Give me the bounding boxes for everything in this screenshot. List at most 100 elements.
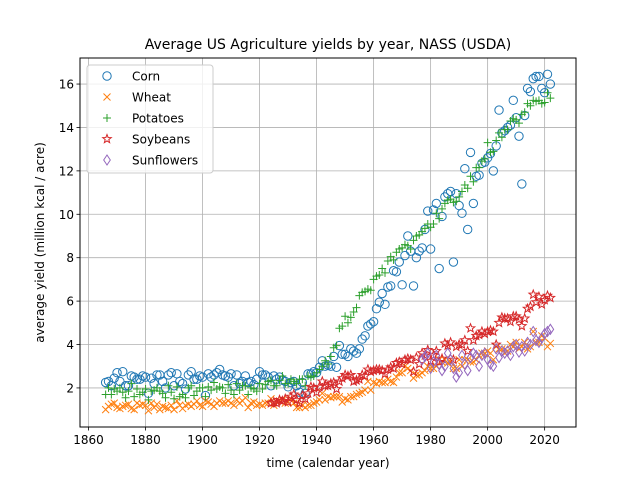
sunflowers-point <box>489 360 498 373</box>
sunflowers-point <box>509 340 518 353</box>
potatoes-point <box>383 256 392 265</box>
corn-point <box>391 267 402 277</box>
corn-point <box>525 86 536 97</box>
corn-point <box>380 299 390 310</box>
corn-point <box>166 368 176 378</box>
corn-point <box>434 263 444 274</box>
soybeans-point <box>536 298 548 310</box>
wheat-point <box>195 401 204 410</box>
wheat-point <box>130 405 139 414</box>
corn-point <box>457 208 467 218</box>
wheat-point <box>455 355 463 364</box>
potatoes-point <box>318 362 327 371</box>
x-tick-label: 2000 <box>472 433 503 447</box>
potatoes-point <box>121 393 130 402</box>
potatoes-point <box>266 376 275 385</box>
corn-point <box>517 179 527 189</box>
x-axis-label: time (calendar year) <box>266 456 389 470</box>
corn-point <box>468 198 479 209</box>
wheat-point <box>261 399 270 407</box>
soybeans-point <box>527 288 539 300</box>
soybeans-point <box>370 363 383 375</box>
series-sunflowers <box>418 323 555 383</box>
legend: Corn Wheat Potatoes Soybeans Sunflowers <box>86 64 214 174</box>
potatoes-point <box>218 383 227 392</box>
corn-point <box>528 73 538 84</box>
corn-point <box>423 206 433 216</box>
soybeans-point <box>507 310 519 322</box>
potatoes-point <box>409 236 418 245</box>
sunflowers-point <box>452 371 461 383</box>
corn-point <box>366 319 376 329</box>
corn-point <box>146 373 156 383</box>
potatoes-point <box>452 197 461 206</box>
potatoes-point <box>480 154 489 163</box>
legend-item-soybeans: Soybeans <box>101 133 190 147</box>
potatoes-point <box>227 386 236 395</box>
legend-label-potatoes: Potatoes <box>132 112 184 126</box>
potatoes-point <box>133 385 142 394</box>
sunflowers-point <box>438 364 446 377</box>
soybeans-point <box>387 362 400 374</box>
corn-point <box>460 164 470 174</box>
potatoes-point <box>475 163 484 172</box>
potatoes-point <box>198 383 207 392</box>
wheat-point <box>247 399 255 407</box>
y-tick-label: 4 <box>66 338 74 352</box>
corn-point <box>175 376 185 387</box>
soybeans-point <box>413 358 425 369</box>
potatoes-point <box>235 386 244 395</box>
soybeans-point <box>456 338 468 350</box>
sunflowers-point <box>540 327 549 340</box>
soybeans-point <box>330 383 343 394</box>
potatoes-point <box>346 313 355 322</box>
potatoes-point <box>457 187 466 196</box>
potatoes-point <box>278 371 287 380</box>
legend-box <box>86 64 214 174</box>
potatoes-point <box>187 381 196 390</box>
sunflowers-point <box>506 349 515 362</box>
corn-point <box>180 384 191 394</box>
y-tick-label: 2 <box>66 381 74 395</box>
soybeans-point <box>533 290 545 302</box>
potatoes-point <box>170 394 179 403</box>
sunflowers-point <box>520 345 529 357</box>
soybeans-point <box>345 368 357 380</box>
potatoes-point <box>229 390 238 399</box>
soybeans-point <box>419 349 431 361</box>
soybeans-point <box>530 296 542 307</box>
potatoes-point <box>272 381 281 390</box>
x-tick-label: 1880 <box>130 433 161 447</box>
soybeans-point <box>490 338 502 350</box>
corn-point <box>386 281 396 291</box>
potatoes-point <box>435 214 444 223</box>
potatoes-point <box>389 255 398 264</box>
sunflowers-point <box>537 332 546 344</box>
potatoes-point <box>375 271 384 280</box>
wheat-point <box>335 392 344 401</box>
corn-point <box>214 364 225 375</box>
corn-point <box>371 304 382 314</box>
soybeans-point <box>459 334 471 345</box>
series-corn <box>100 69 556 401</box>
corn-point <box>431 198 442 209</box>
soybeans-point <box>519 312 531 324</box>
potatoes-point <box>130 392 139 401</box>
corn-point <box>340 349 350 359</box>
corn-point <box>403 231 413 241</box>
potatoes-point <box>503 125 512 134</box>
corn-point <box>240 371 251 381</box>
potatoes-point <box>466 172 475 181</box>
soybeans-point <box>316 375 328 387</box>
sunflowers-point <box>458 349 466 362</box>
potatoes-point <box>341 312 350 321</box>
y-axis-label: average yield (million kcal / acre) <box>33 142 47 343</box>
potatoes-point <box>127 379 136 388</box>
corn-point <box>494 105 504 115</box>
wheat-point <box>389 378 398 387</box>
sunflowers-point <box>463 364 472 377</box>
potatoes-point <box>241 381 250 390</box>
soybeans-point <box>464 322 477 334</box>
wheat-point <box>361 386 369 394</box>
